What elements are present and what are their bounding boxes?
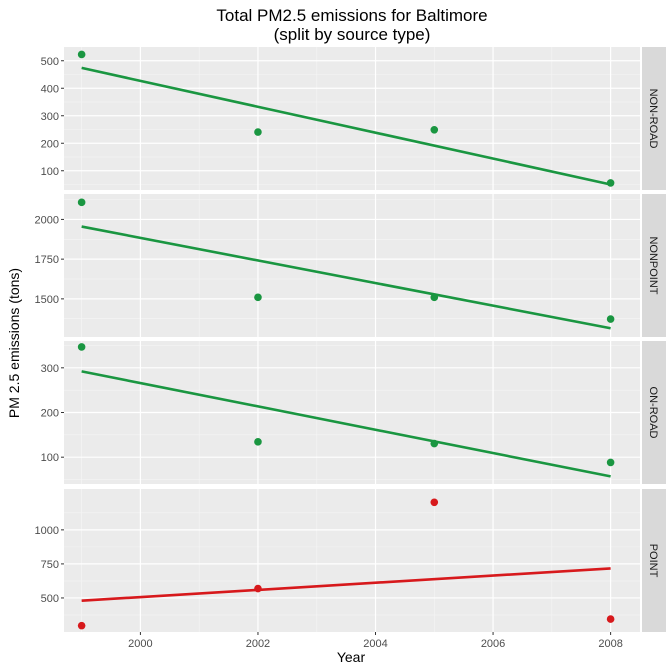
panel-background xyxy=(64,194,640,337)
data-point xyxy=(254,293,262,302)
facet-panel-on-road: 100 200 300 ON-ROAD xyxy=(41,341,666,484)
x-tick-label: 2006 xyxy=(481,638,505,650)
data-point xyxy=(254,128,262,136)
y-tick-label: 1750 xyxy=(35,254,59,266)
x-tick-label: 2000 xyxy=(128,638,152,650)
data-point xyxy=(254,438,262,446)
data-point xyxy=(606,458,615,467)
data-point xyxy=(77,50,86,59)
y-tick-label: 300 xyxy=(41,363,59,375)
facet-strip xyxy=(642,489,666,632)
facet-panel-nonpoint: 1500 1750 2000 NONPOINT xyxy=(35,194,666,337)
facet-strip-label: NON-ROAD xyxy=(647,89,659,149)
y-axis-title: PM 2.5 emissions (tons) xyxy=(6,268,22,418)
y-tick-label: 500 xyxy=(41,56,59,68)
facet-strip xyxy=(642,341,666,484)
data-point xyxy=(77,343,86,351)
facet-strip xyxy=(642,47,666,190)
y-tick-label: 200 xyxy=(41,138,59,150)
y-tick-label: 750 xyxy=(41,559,59,571)
y-tick-label: 100 xyxy=(41,452,59,464)
facet-panel-point: 500 750 1000 POINT xyxy=(35,489,666,632)
panel-background xyxy=(64,47,640,190)
facet-strip xyxy=(642,194,666,337)
trend-line xyxy=(81,66,611,186)
y-tick-label: 200 xyxy=(41,408,59,420)
x-tick-label: 2002 xyxy=(246,638,270,650)
chart-subtitle: (split by source type) xyxy=(274,25,431,44)
data-point xyxy=(430,498,439,507)
facet-strip-label: POINT xyxy=(647,544,659,578)
chart-title: Total PM2.5 emissions for Baltimore xyxy=(216,6,487,25)
trend-line xyxy=(81,225,611,330)
trend-line xyxy=(81,567,611,602)
data-point xyxy=(254,584,262,593)
facet-strip-label: ON-ROAD xyxy=(647,387,659,439)
y-tick-label: 500 xyxy=(41,593,59,605)
trend-line xyxy=(81,370,611,478)
facet-strip-label: NONPOINT xyxy=(647,236,659,294)
data-point xyxy=(77,198,86,207)
y-tick-label: 1500 xyxy=(35,294,59,306)
y-tick-label: 2000 xyxy=(35,214,59,226)
y-tick-label: 300 xyxy=(41,111,59,123)
x-tick-label: 2004 xyxy=(363,638,387,650)
x-axis-title: Year xyxy=(337,649,366,665)
data-point xyxy=(606,315,615,323)
facet-panel-non-road: 100 200 300 400 500 NON-ROAD xyxy=(41,47,666,190)
data-point xyxy=(606,615,615,623)
data-point xyxy=(430,126,439,134)
x-tick-label: 2008 xyxy=(598,638,622,650)
data-point xyxy=(77,621,86,630)
panel-background xyxy=(64,489,640,632)
y-tick-label: 400 xyxy=(41,83,59,95)
data-point xyxy=(430,439,439,448)
y-tick-label: 1000 xyxy=(35,525,59,537)
data-point xyxy=(606,179,615,187)
data-point xyxy=(430,293,439,302)
y-tick-label: 100 xyxy=(41,166,59,178)
